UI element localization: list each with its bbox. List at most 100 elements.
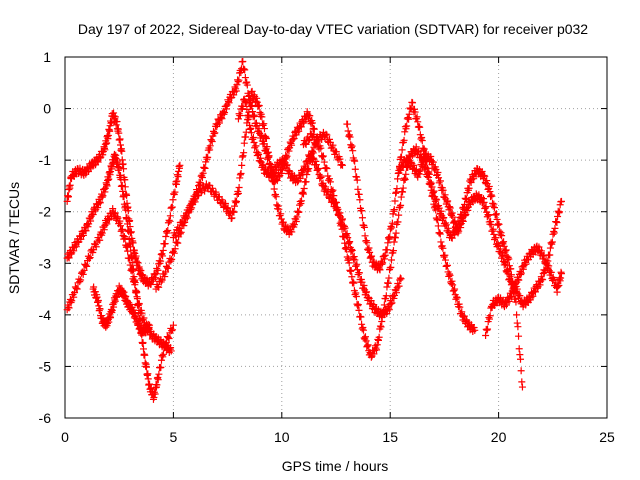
data-point	[367, 297, 375, 305]
data-point	[155, 283, 163, 291]
data-point	[303, 160, 311, 168]
data-point	[294, 207, 302, 215]
data-point	[181, 214, 189, 222]
data-point	[389, 247, 397, 255]
data-point	[375, 265, 383, 273]
data-point	[175, 225, 183, 233]
data-point	[151, 390, 159, 398]
data-point	[307, 150, 315, 158]
data-point	[485, 315, 493, 323]
data-point	[365, 244, 373, 252]
data-point	[429, 188, 437, 196]
data-point	[506, 273, 514, 281]
data-point	[361, 232, 369, 240]
data-point	[414, 118, 422, 126]
data-point	[494, 241, 502, 249]
data-point	[429, 158, 437, 166]
data-point	[223, 105, 231, 113]
data-point	[125, 227, 133, 235]
data-point	[517, 271, 525, 279]
data-point	[450, 286, 458, 294]
data-point	[100, 226, 108, 234]
data-point	[268, 174, 276, 182]
data-point	[211, 129, 219, 137]
data-point	[322, 130, 330, 138]
data-point	[241, 97, 249, 105]
data-point	[351, 157, 359, 165]
data-point	[96, 305, 104, 313]
data-point	[379, 259, 387, 267]
data-point	[347, 267, 355, 275]
data-point	[360, 282, 368, 290]
data-point	[338, 161, 346, 169]
data-point	[79, 231, 87, 239]
data-point	[103, 139, 111, 147]
data-point	[255, 151, 263, 159]
data-point	[167, 347, 175, 355]
data-point	[425, 170, 433, 178]
data-point	[285, 147, 293, 155]
data-point	[502, 246, 510, 254]
data-point	[351, 256, 359, 264]
data-point	[86, 254, 94, 262]
data-point	[401, 176, 409, 184]
data-point	[158, 276, 166, 284]
data-point	[206, 142, 214, 150]
data-point	[169, 196, 177, 204]
data-point	[352, 262, 360, 270]
data-point	[392, 189, 400, 197]
data-point	[113, 118, 121, 126]
data-point	[375, 333, 383, 341]
data-point	[356, 196, 364, 204]
data-point	[384, 239, 392, 247]
data-point	[268, 177, 276, 185]
data-point	[270, 185, 278, 193]
data-point	[548, 238, 556, 246]
data-point	[123, 214, 131, 222]
data-point	[308, 119, 316, 127]
data-point	[310, 124, 318, 132]
data-point	[347, 144, 355, 152]
data-point	[173, 177, 181, 185]
data-point	[325, 135, 333, 143]
data-point	[77, 276, 85, 284]
data-point	[98, 193, 106, 201]
x-tick-label: 5	[170, 429, 178, 445]
data-point	[518, 378, 526, 386]
data-point	[232, 87, 240, 95]
data-point	[392, 188, 400, 196]
data-point	[260, 125, 268, 133]
data-point	[319, 152, 327, 160]
data-point	[470, 175, 478, 183]
data-point	[416, 170, 424, 178]
data-point	[141, 351, 149, 359]
data-point	[72, 284, 80, 292]
data-point	[297, 123, 305, 131]
data-point	[398, 146, 406, 154]
data-point	[245, 121, 253, 129]
data-point	[382, 295, 390, 303]
data-point	[428, 183, 436, 191]
data-point	[232, 199, 240, 207]
data-point	[355, 190, 363, 198]
data-point	[117, 222, 125, 230]
data-point	[164, 264, 172, 272]
data-point	[354, 302, 362, 310]
data-point	[120, 193, 128, 201]
data-point	[343, 120, 351, 128]
data-point	[115, 129, 123, 137]
data-point	[424, 169, 432, 177]
data-point	[492, 234, 500, 242]
data-point	[540, 252, 548, 260]
data-point	[461, 194, 469, 202]
data-point	[139, 345, 147, 353]
data-point	[357, 313, 365, 321]
data-point	[392, 229, 400, 237]
data-point	[451, 217, 459, 225]
data-point	[481, 204, 489, 212]
data-point	[381, 251, 389, 259]
data-point	[397, 193, 405, 201]
data-point	[237, 170, 245, 178]
data-point	[64, 193, 72, 201]
data-point	[120, 165, 128, 173]
